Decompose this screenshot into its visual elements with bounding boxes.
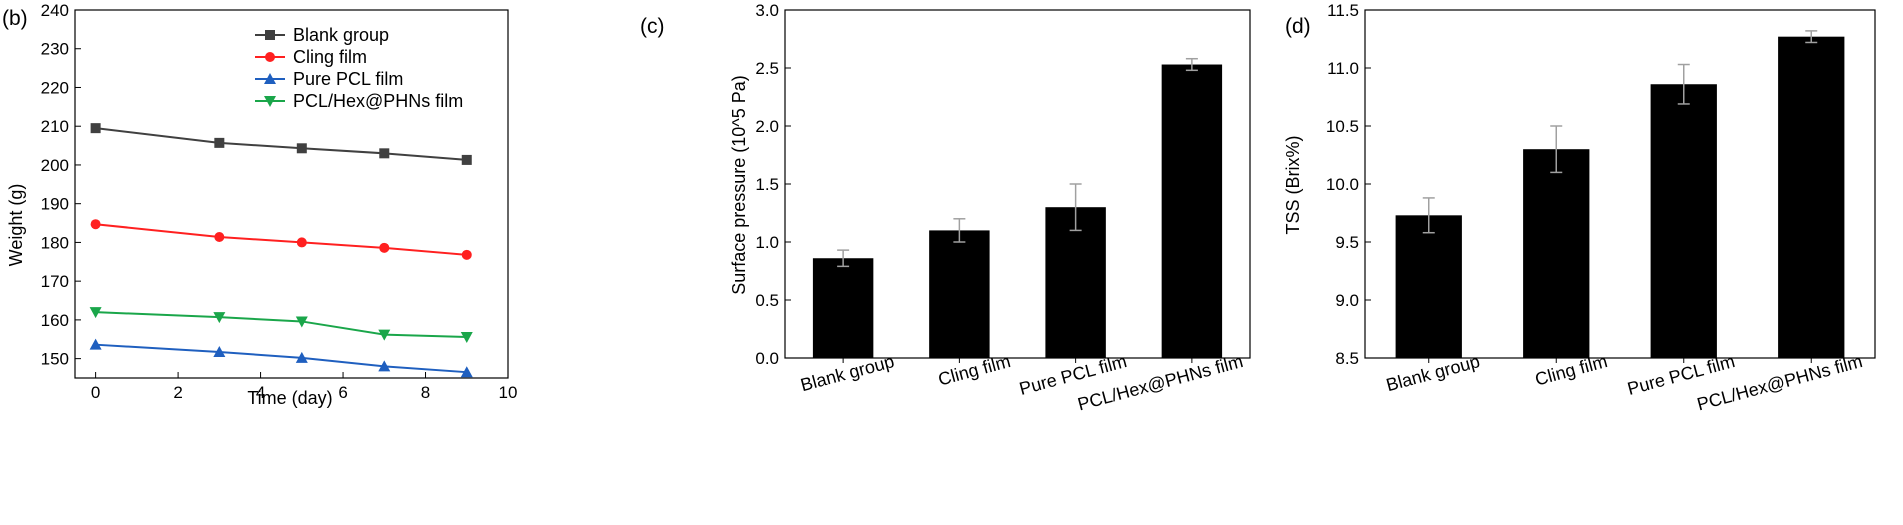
x-axis-title-b: Time (day) (247, 388, 332, 408)
data-point-b-1 (461, 249, 472, 260)
bar-d-1 (1523, 149, 1590, 358)
y-tick-label-c: 0.0 (755, 349, 779, 368)
y-tick-label-d: 9.0 (1335, 291, 1359, 310)
y-tick-label-b: 190 (41, 195, 69, 214)
data-point-b-0 (379, 148, 390, 159)
panel-label-d: (d) (1285, 15, 1311, 38)
line-chart-b-svg: (b) Weight (g) Time (day) 150 160 170 180 19… (2, 1, 518, 408)
bar-c-2 (1045, 207, 1106, 358)
data-point-b-1 (214, 231, 225, 242)
y-tick-label-d: 8.5 (1335, 349, 1359, 368)
bar-chart-d-svg: (d) TSS (Brix%) 8.5 9.0 9.5 10.0 10.5 11.0 11.… (1283, 1, 1876, 414)
bar-c-1 (929, 230, 990, 358)
data-point-b-0 (296, 143, 307, 154)
data-point-b-2 (89, 338, 102, 350)
y-tick-label-c: 3.0 (755, 1, 779, 20)
y-tick-label-d: 11.5 (1327, 1, 1359, 20)
panel-label-c: (c) (640, 15, 665, 38)
y-tick-label-b: 160 (41, 311, 69, 330)
data-point-b-0 (214, 137, 225, 148)
legend-label-b-2: Pure PCL film (293, 69, 403, 89)
series-line-b-1 (95, 223, 467, 256)
series-line-b-3 (95, 311, 467, 338)
bar-d-0 (1395, 215, 1462, 358)
bar-chart-panel-c: (c) Surface pressure (10^5 Pa) 0.0 0.5 1.0… (640, 0, 1270, 525)
y-tick-label-d: 10.5 (1326, 117, 1359, 136)
data-point-b-0 (461, 154, 472, 165)
y-tick-label-b: 220 (41, 78, 69, 97)
y-tick-label-d: 10.0 (1326, 175, 1359, 194)
line-chart-panel-b: (b) Weight (g) Time (day) 150 160 170 180 19… (0, 0, 620, 525)
panel-label-b: (b) (2, 7, 28, 30)
x-tick-label-b: 2 (173, 383, 182, 402)
data-point-b-0 (90, 123, 101, 134)
legend-marker-b-2 (264, 73, 276, 84)
series-line-b-0 (95, 127, 467, 161)
data-point-b-3 (89, 307, 102, 319)
bar-chart-c-svg: (c) Surface pressure (10^5 Pa) 0.0 0.5 1.0… (640, 1, 1251, 414)
plot-frame-b (74, 9, 509, 379)
data-point-b-3 (295, 316, 308, 328)
legend-marker-b-1 (265, 52, 275, 62)
legend-marker-b-0 (265, 30, 275, 40)
y-tick-label-b: 180 (41, 233, 69, 252)
y-tick-label-c: 0.5 (755, 291, 779, 310)
data-point-b-2 (295, 351, 308, 363)
x-tick-label-b: 8 (421, 383, 430, 402)
bar-d-2 (1650, 84, 1717, 359)
bar-c-3 (1161, 64, 1223, 359)
legend-label-b-3: PCL/Hex@PHNs film (293, 91, 463, 111)
y-tick-label-b: 240 (41, 1, 69, 20)
legend-marker-b-3 (264, 96, 276, 107)
y-tick-label-b: 230 (41, 40, 69, 59)
y-tick-label-c: 1.0 (755, 233, 779, 252)
data-point-b-3 (378, 329, 391, 341)
y-tick-label-d: 9.5 (1335, 233, 1359, 252)
series-line-b-2 (95, 343, 467, 374)
data-point-b-3 (460, 331, 473, 343)
x-tick-label-b: 4 (256, 383, 265, 402)
bar-c-0 (812, 258, 874, 358)
legend-label-b-0: Blank group (293, 25, 389, 45)
data-point-b-2 (460, 366, 473, 378)
y-tick-label-c: 1.5 (755, 175, 779, 194)
y-tick-label-b: 200 (41, 156, 69, 175)
data-point-b-2 (378, 360, 391, 372)
y-tick-label-d: 11.0 (1327, 59, 1359, 78)
bar-chart-panel-d: (d) TSS (Brix%) 8.5 9.0 9.5 10.0 10.5 11.0 11.… (1283, 0, 1903, 525)
y-axis-title-c: Surface pressure (10^5 Pa) (729, 75, 749, 295)
data-point-b-3 (213, 312, 226, 324)
x-tick-label-b: 0 (91, 383, 100, 402)
data-point-b-1 (90, 219, 101, 230)
y-tick-label-b: 150 (41, 350, 69, 369)
legend-label-b-1: Cling film (293, 47, 367, 67)
y-axis-title-b: Weight (g) (6, 184, 26, 267)
y-tick-label-b: 170 (41, 272, 69, 291)
x-tick-label-b: 6 (338, 383, 347, 402)
y-axis-title-d: TSS (Brix%) (1283, 136, 1303, 235)
y-tick-label-c: 2.5 (755, 59, 779, 78)
x-tick-label-b: 10 (499, 383, 518, 402)
data-point-b-2 (213, 346, 226, 358)
y-tick-label-c: 2.0 (755, 117, 779, 136)
y-tick-label-b: 210 (41, 117, 69, 136)
data-point-b-1 (379, 242, 390, 253)
data-point-b-1 (296, 237, 307, 248)
bar-d-3 (1778, 36, 1845, 359)
